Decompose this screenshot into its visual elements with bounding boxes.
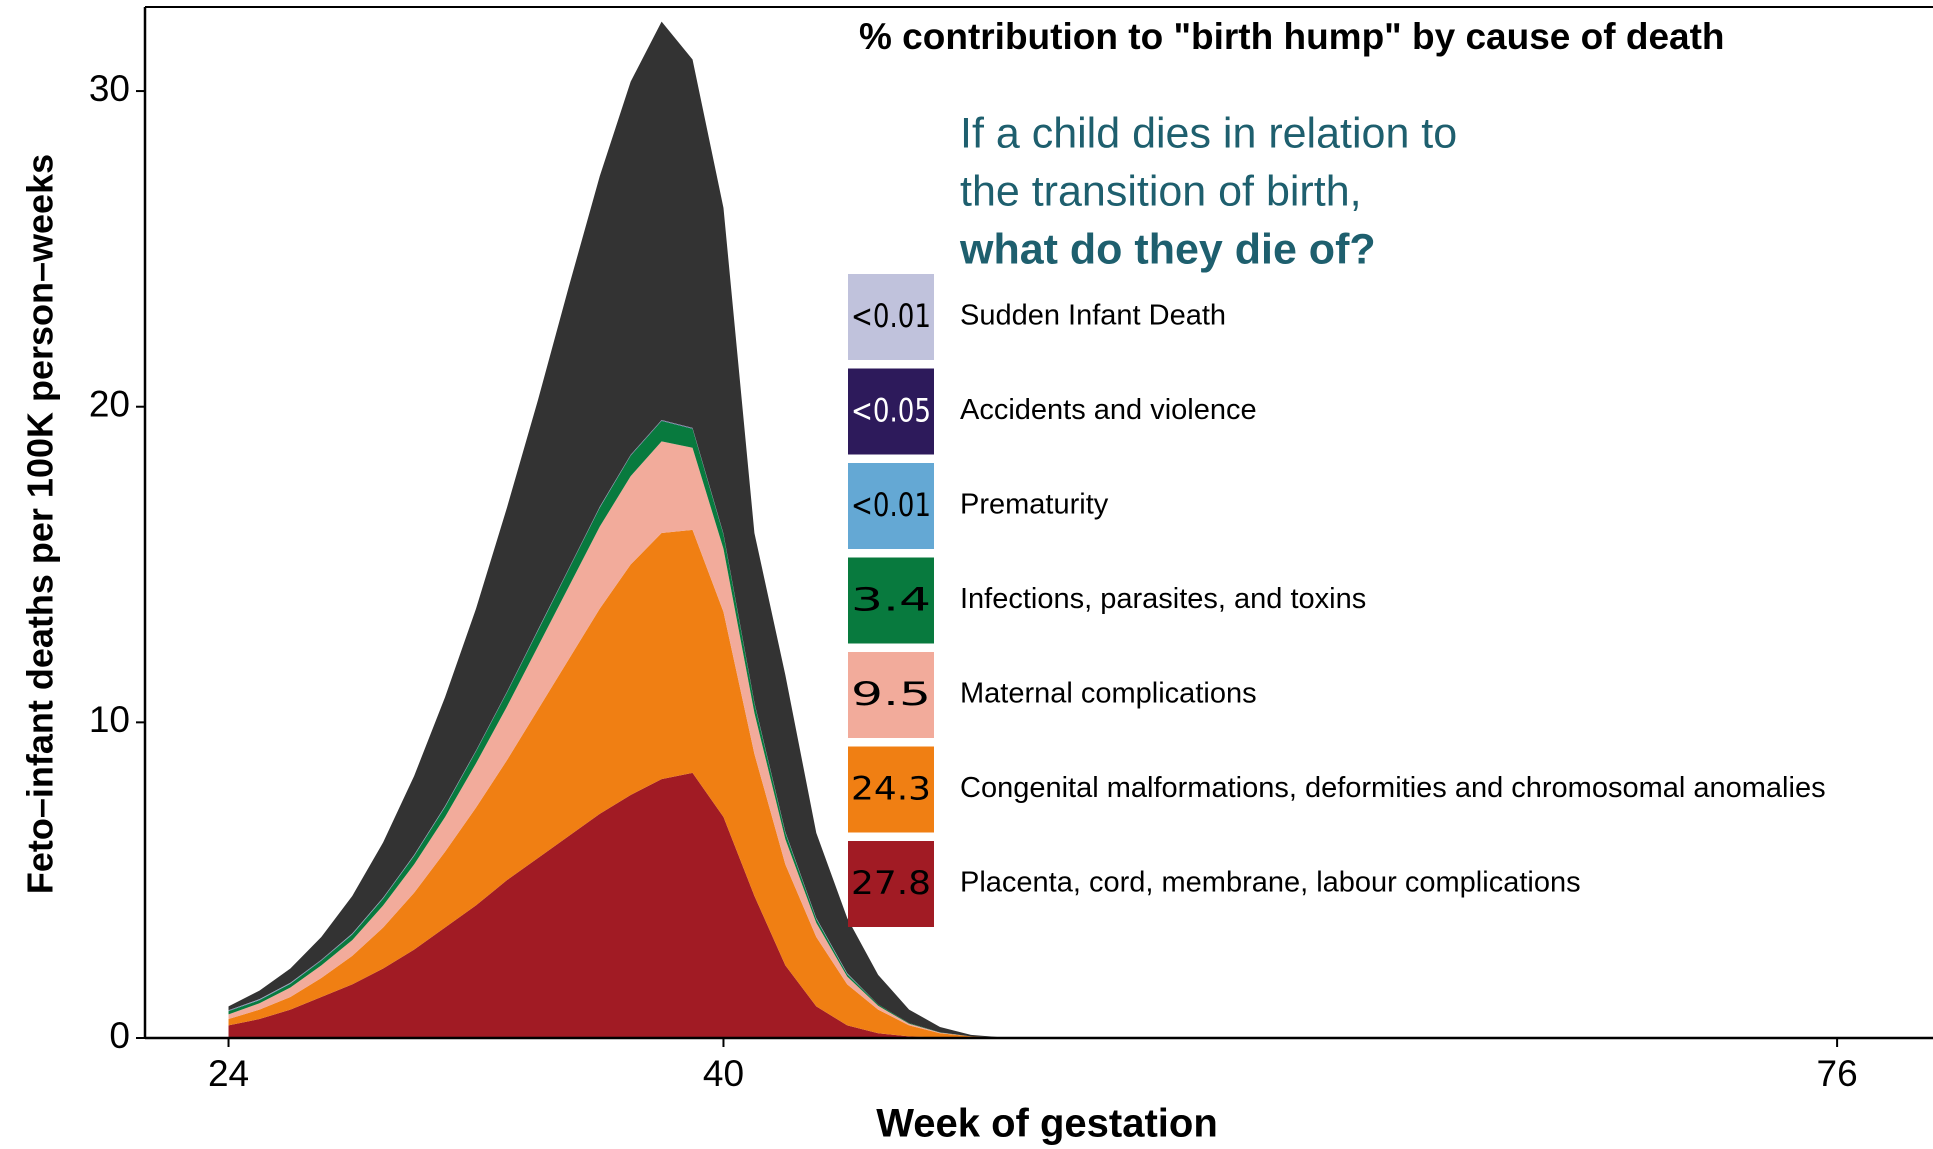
legend-share: 24.3 xyxy=(851,770,931,808)
areas xyxy=(228,21,1838,1039)
legend-swatch xyxy=(848,557,934,644)
y-tick-label: 0 xyxy=(109,1015,130,1056)
legend-swatch xyxy=(848,841,934,927)
y-tick-label: 10 xyxy=(89,699,130,740)
legend-label: Placenta, cord, membrane, labour complic… xyxy=(960,867,1581,899)
legend-label: Congenital malformations, deformities an… xyxy=(960,772,1826,804)
question-line: what do they die of? xyxy=(959,225,1376,273)
y-tick-label: 30 xyxy=(89,68,130,109)
x-tick-label: 24 xyxy=(208,1053,249,1094)
legend-label: Infections, parasites, and toxins xyxy=(960,583,1366,615)
legend-swatch xyxy=(848,746,934,833)
legend-label: Maternal complications xyxy=(960,678,1257,710)
area xyxy=(228,529,1838,1038)
legend-share: 3.4 xyxy=(851,581,931,619)
question-line: the transition of birth, xyxy=(960,167,1362,215)
legend-share: <0.01 xyxy=(851,486,931,524)
legend-share: <0.05 xyxy=(851,392,931,430)
x-tick-label: 76 xyxy=(1817,1053,1858,1094)
y-tick-label: 20 xyxy=(89,383,130,424)
legend-swatch xyxy=(848,274,934,360)
legend-label: Accidents and violence xyxy=(960,394,1257,426)
legend-share: <0.01 xyxy=(851,297,931,335)
legend-swatch xyxy=(848,652,934,738)
legend-share: 9.5 xyxy=(851,675,931,713)
x-axis-label: Week of gestation xyxy=(876,1102,1218,1146)
legend-share: 27.8 xyxy=(851,864,931,902)
legend-swatch xyxy=(848,368,934,455)
legend-title: % contribution to "birth hump" by cause … xyxy=(859,16,1725,57)
legend-label: Sudden Infant Death xyxy=(960,300,1226,332)
area xyxy=(228,21,1838,1038)
area xyxy=(228,772,1838,1038)
x-tick-label: 40 xyxy=(703,1053,744,1094)
y-axis-label: Feto–infant deaths per 100K person–weeks xyxy=(20,154,61,894)
legend-label: Prematurity xyxy=(960,489,1109,521)
question-line: If a child dies in relation to xyxy=(960,109,1457,157)
legend-swatch xyxy=(848,463,934,549)
